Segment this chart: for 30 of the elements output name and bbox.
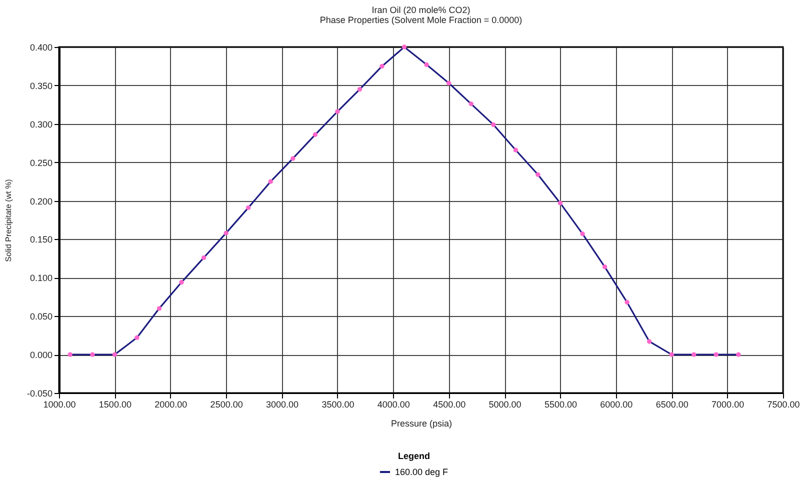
x-tick-label: 5500.00 [544,400,578,410]
y-tick-label: 0.350 [30,80,52,91]
x-tick-label: 4500.00 [433,400,466,410]
chart-title: Iran Oil (20 mole% CO2) [372,5,470,15]
y-tick-label: 0.000 [30,350,52,360]
y-tick-label: 0.150 [30,234,52,245]
x-tick-label: 7000.00 [712,400,744,410]
y-tick-label: 0.200 [30,196,52,206]
y-tick-label: 0.300 [30,119,52,130]
y-tick-label: -0.050 [26,388,52,398]
x-tick-label: 7500.00 [767,400,800,410]
x-axis-title: Pressure (psia) [390,418,452,428]
legend-label: 160.00 deg F [395,467,449,477]
y-tick-label: 0.400 [30,42,52,52]
x-tick-label: 5000.00 [488,400,522,410]
y-tick-label: 0.050 [30,312,52,322]
x-tick-label: 6000.00 [600,400,633,410]
y-tick-label: 0.100 [30,273,52,284]
x-tick-label: 1000.00 [43,400,76,410]
x-tick-label: 2500.00 [210,400,243,410]
chart-subtitle: Phase Properties (Solvent Mole Fraction = 0.0000) [320,15,522,25]
y-axis-title: Solid Precipitate (wt %) [4,178,13,262]
y-tick-label: 0.250 [30,158,52,168]
x-tick-label: 3500.00 [322,400,354,410]
legend-title: Legend [398,451,430,461]
x-tick-label: 2000.00 [154,400,188,410]
x-tick-label: 1500.00 [98,400,132,410]
x-tick-label: 3000.00 [266,400,299,410]
x-tick-label: 4000.00 [377,400,410,410]
x-tick-label: 6500.00 [656,400,688,410]
